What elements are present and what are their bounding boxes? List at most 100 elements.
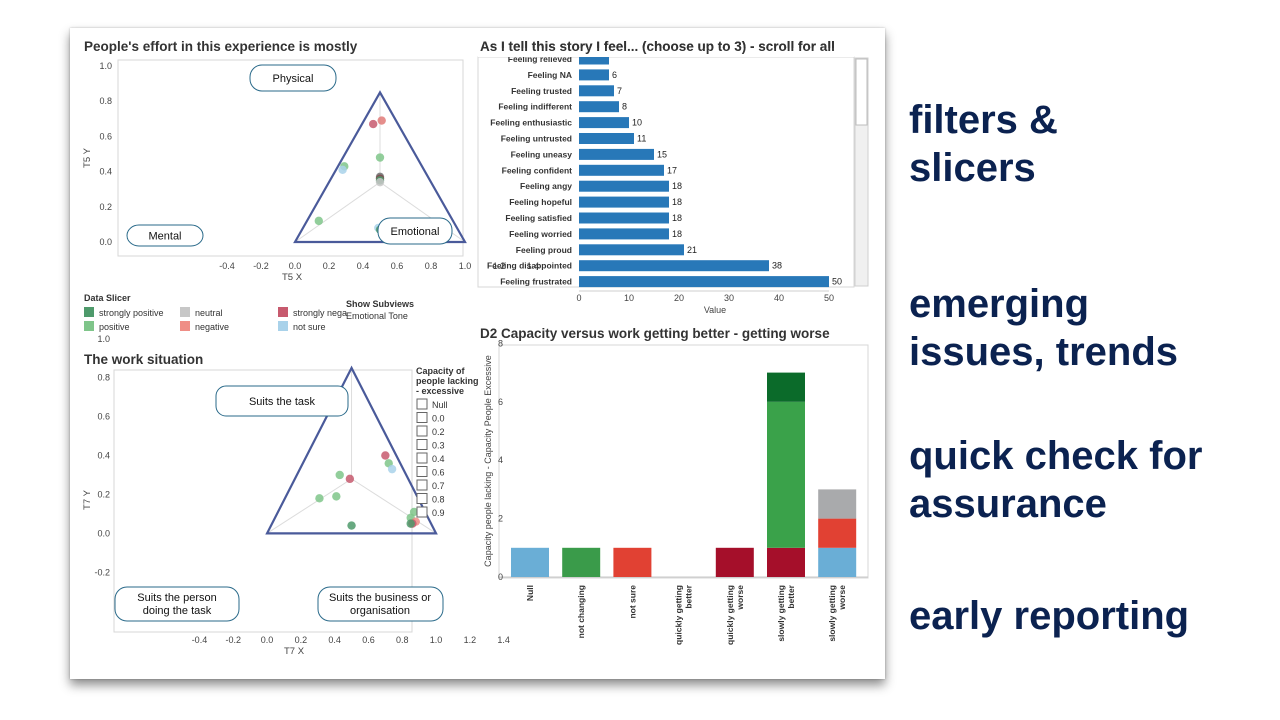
x-tick-label: -0.4 [192,635,208,645]
stacked-bar-segment [613,547,652,577]
scroll-mask [478,48,854,57]
panel-title-capacity: D2 Capacity versus work getting better -… [480,326,830,341]
bar [579,164,664,176]
panel-title-feelings: As I tell this story I feel... (choose u… [480,39,835,54]
note-line: issues, trends [909,330,1179,374]
corner-label-line2: organisation [350,605,410,617]
y-tick-label: 2 [498,514,503,524]
y-tick-label: 0.4 [99,167,112,177]
legend-swatch[interactable] [180,321,190,331]
x-tick-label: -0.2 [225,635,241,645]
stacked-bar-segment [715,547,754,577]
filter-option-label: 0.6 [432,468,445,478]
legend-swatch[interactable] [278,307,288,317]
x-tick-label: 0.4 [328,635,341,645]
x-tick-label: 0.0 [289,261,302,271]
bar [579,244,684,256]
filter-checkbox[interactable] [416,493,428,504]
filter-title: people lacking [416,376,479,386]
triangle-guide-line [266,478,352,534]
plot-frame-effort [117,59,464,257]
x-tick-label: 50 [824,293,834,303]
corner-label-box [126,224,204,247]
bar-category-label: Feeling enthusiastic [490,118,572,128]
filter-option-label: Null [432,400,448,410]
bar [579,196,669,208]
filter-checkbox[interactable] [416,506,428,518]
filter-checkbox[interactable] [416,479,428,491]
y-tick-label: 0.8 [97,373,110,383]
bar-value-label: 18 [672,213,682,223]
y-tick-label: 4 [498,455,503,465]
y-tick-label: 1.0 [99,61,112,71]
bar-category-label: Feeling untrusted [501,134,572,144]
x-category-label: not sure [627,585,637,619]
bar-value-label: 18 [672,181,682,191]
x-tick-label: 0 [576,293,581,303]
legend-swatch[interactable] [84,321,94,331]
corner-label-box [215,385,349,417]
note-line: early reporting [909,594,1190,638]
corner-label: Physical [273,73,314,85]
stacked-bar-segment [562,547,601,577]
scatter-point [315,494,324,503]
y-tick-label: 0.6 [97,412,110,422]
scatter-point [377,116,386,125]
note-line: filters & [909,98,1058,142]
x-tick-label: 0.2 [323,261,336,271]
y-tick-label: 0.0 [99,237,112,247]
corner-label: Suits the task [249,396,316,408]
y-tick-label: 0.2 [99,202,112,212]
x-tick-label: 0.6 [362,635,375,645]
bar-category-label: Feeling worried [509,229,572,239]
bar-value-label: 11 [637,134,646,144]
bar [579,276,829,288]
bar-category-label: Feeling uneasy [511,149,573,159]
stacked-bar-segment [767,372,805,402]
x-tick-label: 1.4 [497,635,510,645]
bar-category-label: Feeling disappointed [487,261,572,271]
bar [579,260,769,272]
filter-checkbox[interactable] [416,398,428,410]
filter-checkbox[interactable] [416,412,428,423]
note-quick-check: quick check for assurance [909,432,1202,528]
note-line: slicers [909,146,1036,190]
y-tick-label: -0.2 [94,567,110,577]
x-category-label: better [684,584,694,608]
x-category-label: Null [525,585,535,601]
scatter-point [314,216,323,226]
bar [579,180,669,192]
filter-checkbox[interactable] [416,452,428,464]
bar-category-label: Feeling NA [528,70,572,80]
legend-swatch[interactable] [180,307,190,317]
bar [579,101,619,113]
y-axis-label: T7 Y [82,489,93,510]
note-line: quick check for [909,434,1203,478]
x-axis-label: T5 X [282,272,303,283]
x-tick-label: -0.4 [219,261,235,271]
bar-category-label: Feeling indifferent [498,102,572,112]
scrollbar-thumb[interactable] [855,58,868,126]
x-category-label: slowly getting [827,585,837,642]
x-tick-label: 0.8 [425,261,438,271]
legend-item-label: negative [195,322,229,332]
corner-label-box [114,586,240,622]
bar-value-label: 38 [772,261,782,271]
legend-swatch[interactable] [278,321,288,331]
legend-swatch[interactable] [84,307,94,317]
stacked-bar-segment [818,547,857,577]
scatter-point [381,451,390,460]
bar-category-label: Feeling proud [516,245,572,255]
y-tick-label: 1.0 [97,334,110,344]
x-tick-label: -0.2 [253,261,269,271]
bar [579,117,629,129]
corner-label-box [377,217,453,245]
bar-value-label: 15 [657,149,667,159]
y-axis-label: Capacity people lacking - Capacity Peopl… [483,355,493,567]
stacked-bar-segment [818,489,857,519]
filter-checkbox[interactable] [416,439,428,450]
scatter-point [345,474,355,484]
filter-checkbox[interactable] [416,425,428,437]
filter-checkbox[interactable] [416,466,428,477]
x-tick-label: 1.2 [464,635,477,645]
